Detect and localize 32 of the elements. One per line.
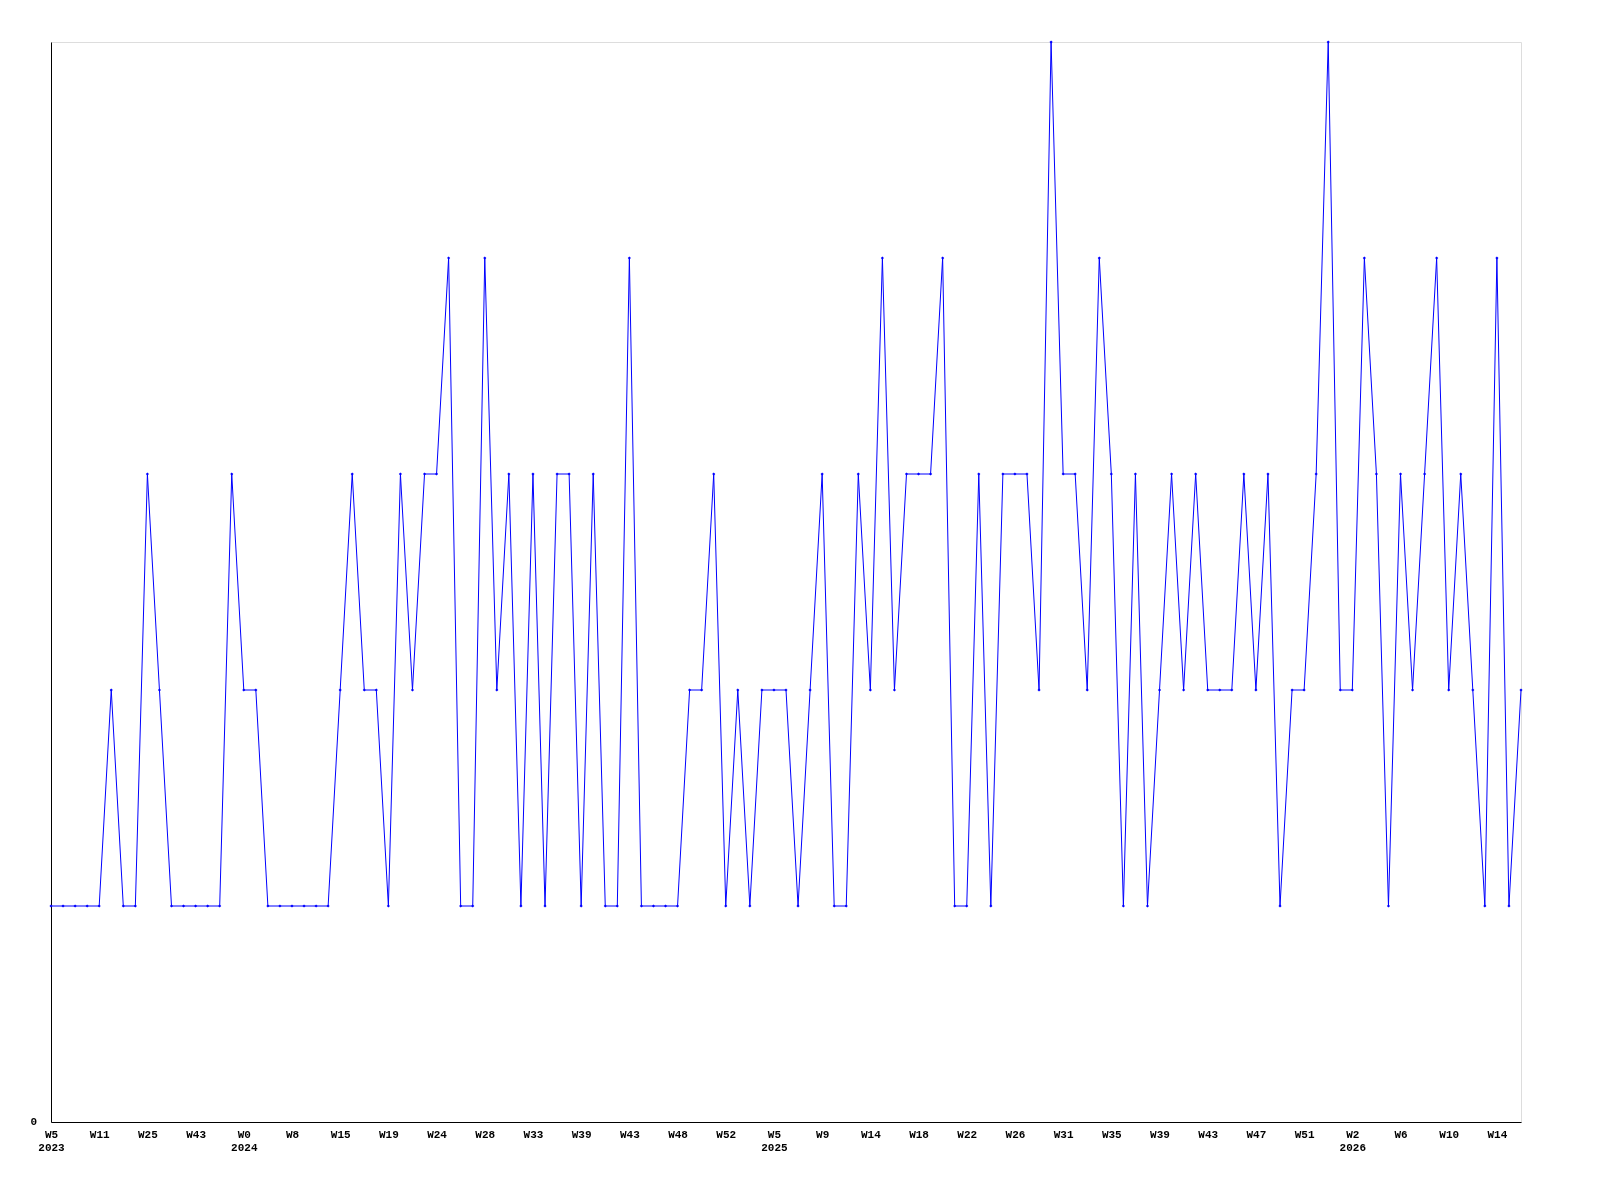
x-tick-label: W14 xyxy=(860,1128,882,1141)
x-tick-label: W9 xyxy=(816,1128,830,1141)
x-tick-label: W24 xyxy=(427,1128,448,1141)
x-tick-label: W31 xyxy=(1053,1128,1074,1141)
x-tick-label: W48 xyxy=(668,1128,689,1141)
x-tick-label: W43 xyxy=(619,1128,641,1141)
x-tick-label: W11 xyxy=(89,1128,110,1141)
x-tick-label: W5 2023 xyxy=(38,1128,66,1154)
x-tick-label: W43 xyxy=(1198,1128,1219,1141)
x-tick-label: W51 xyxy=(1294,1128,1315,1141)
x-tick-label: W5 2025 xyxy=(761,1128,789,1154)
x-tick-label: W28 xyxy=(475,1128,496,1141)
x-tick-label: W43 xyxy=(186,1128,207,1141)
x-tick-label: W19 xyxy=(378,1128,399,1141)
x-tick-label: W18 xyxy=(909,1128,930,1141)
x-tick-label: W6 xyxy=(1394,1128,1408,1141)
x-tick-label: W33 xyxy=(523,1128,544,1141)
x-tick-label: W15 xyxy=(330,1128,351,1141)
x-tick-label: W39 xyxy=(1150,1128,1170,1141)
x-tick-label: W8 xyxy=(285,1128,300,1141)
x-tick-label: W47 xyxy=(1246,1128,1267,1141)
x-tick-label: W52 xyxy=(716,1128,737,1141)
x-tick-label: W14 xyxy=(1487,1128,1508,1141)
x-tick-label: W0 2024 xyxy=(231,1128,258,1154)
text: 0 xyxy=(30,1116,37,1128)
x-tick-label: W26 xyxy=(1005,1128,1026,1141)
x-tick-label: W25 xyxy=(137,1128,159,1141)
x-tick-label: W10 xyxy=(1439,1128,1460,1141)
x-tick-label: W2 2026 xyxy=(1339,1128,1367,1154)
x-tick-label: W35 xyxy=(1101,1128,1123,1141)
x-tick-label: W22 xyxy=(957,1128,978,1141)
x-tick-label: W39 xyxy=(571,1128,592,1141)
